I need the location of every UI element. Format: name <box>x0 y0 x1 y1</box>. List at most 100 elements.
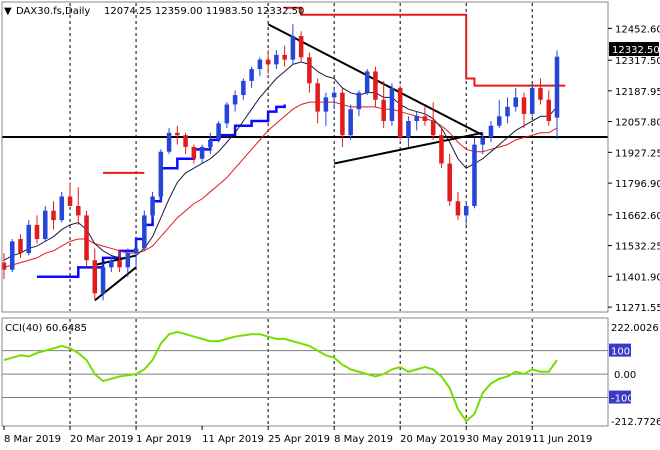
date-tick-label: 11 Jun 2019 <box>532 434 592 445</box>
candle-body <box>117 260 122 268</box>
candle <box>348 104 353 140</box>
candle <box>183 132 188 155</box>
candle-body <box>92 260 98 294</box>
candle <box>199 144 205 164</box>
candle-body <box>381 99 386 122</box>
candle-body <box>183 135 188 147</box>
candle-body <box>216 123 221 140</box>
candle-body <box>463 205 469 216</box>
candle-body <box>496 116 502 126</box>
current-price-label: 12332.50 <box>612 45 660 56</box>
candle-body <box>430 121 436 136</box>
candle-body <box>18 239 23 254</box>
candle-body <box>298 36 304 58</box>
candle <box>381 80 386 129</box>
candle-body <box>274 54 279 65</box>
price-tick-label: 12452.60 <box>615 24 660 35</box>
candle-body <box>42 210 48 240</box>
candle-body <box>439 135 444 164</box>
candle-body <box>125 253 131 268</box>
candle <box>463 201 469 225</box>
cci-levels <box>2 350 608 399</box>
resistance-step-line <box>284 6 566 87</box>
candle <box>67 182 73 206</box>
candle-body <box>175 132 180 136</box>
cci-100-label-box <box>609 343 631 357</box>
candle <box>290 24 296 65</box>
price-tick-label: 11271.55 <box>615 303 660 314</box>
candle <box>42 205 48 242</box>
date-tick-label: 11 Apr 2019 <box>202 434 264 445</box>
candle-body <box>373 71 378 100</box>
candle <box>100 262 106 301</box>
candle-body <box>241 80 246 96</box>
candle <box>175 125 180 145</box>
candles <box>1 24 560 301</box>
candle-body <box>505 106 510 117</box>
candle <box>315 78 320 124</box>
candle-body <box>414 116 419 122</box>
price-tick-label: 11927.25 <box>615 148 660 159</box>
candle <box>133 239 139 268</box>
candle <box>265 50 271 74</box>
candle <box>125 248 131 277</box>
support-step-line <box>37 104 286 279</box>
cci-minus100-label-box <box>609 390 631 404</box>
candle-body <box>76 205 81 216</box>
candle-body <box>51 210 56 221</box>
candle-body <box>356 92 362 110</box>
date-tick-label: 25 Apr 2019 <box>268 434 330 445</box>
candle <box>208 132 213 155</box>
candle-body <box>546 99 552 122</box>
candle <box>422 106 428 126</box>
candle-body <box>521 97 527 114</box>
candle-body <box>480 137 485 145</box>
candle <box>307 52 312 93</box>
cci-label: CCI(40) 60.6485 <box>5 323 87 334</box>
cci-bottom-label: -212.7726 <box>611 417 660 428</box>
candle-body <box>406 121 411 138</box>
candle-body <box>232 95 238 105</box>
candle-body <box>529 87 535 114</box>
candle-body <box>331 92 337 98</box>
candle-body <box>447 163 452 202</box>
price-tick-label: 11401.90 <box>615 272 660 283</box>
candle <box>496 99 502 129</box>
candle <box>51 201 56 230</box>
price-tick-label: 11532.25 <box>615 242 660 253</box>
candle-body <box>67 196 73 206</box>
candle <box>26 220 32 256</box>
candle-body <box>1 262 7 270</box>
candle <box>356 90 362 117</box>
candle-body <box>142 215 147 249</box>
candle <box>364 69 370 96</box>
cci-top-label: 222.0026 <box>611 323 659 334</box>
candle-body <box>133 248 139 254</box>
candle <box>447 154 452 206</box>
candle-body <box>100 267 106 294</box>
candle <box>529 83 535 117</box>
candle-body <box>290 36 296 60</box>
candle <box>34 215 40 244</box>
candle-body <box>554 56 560 118</box>
candle-body <box>265 59 271 65</box>
candle <box>274 50 279 70</box>
price-tick-label: 12187.95 <box>615 87 660 98</box>
candle-body <box>389 87 395 122</box>
candle <box>282 45 287 67</box>
cci-line <box>3 330 558 423</box>
price-tick-label: 12057.80 <box>615 118 660 129</box>
moving-averages <box>3 61 558 268</box>
candle <box>472 137 477 209</box>
candle-body <box>166 132 172 152</box>
candle-body <box>9 241 15 270</box>
candle <box>117 250 122 273</box>
candle-body <box>513 97 519 107</box>
candle-body <box>472 144 477 206</box>
candle <box>249 66 254 88</box>
candle <box>439 128 444 169</box>
candle-body <box>249 69 254 81</box>
symbol-label: DAX30.fs,Daily <box>16 6 90 17</box>
candle-body <box>364 71 370 93</box>
